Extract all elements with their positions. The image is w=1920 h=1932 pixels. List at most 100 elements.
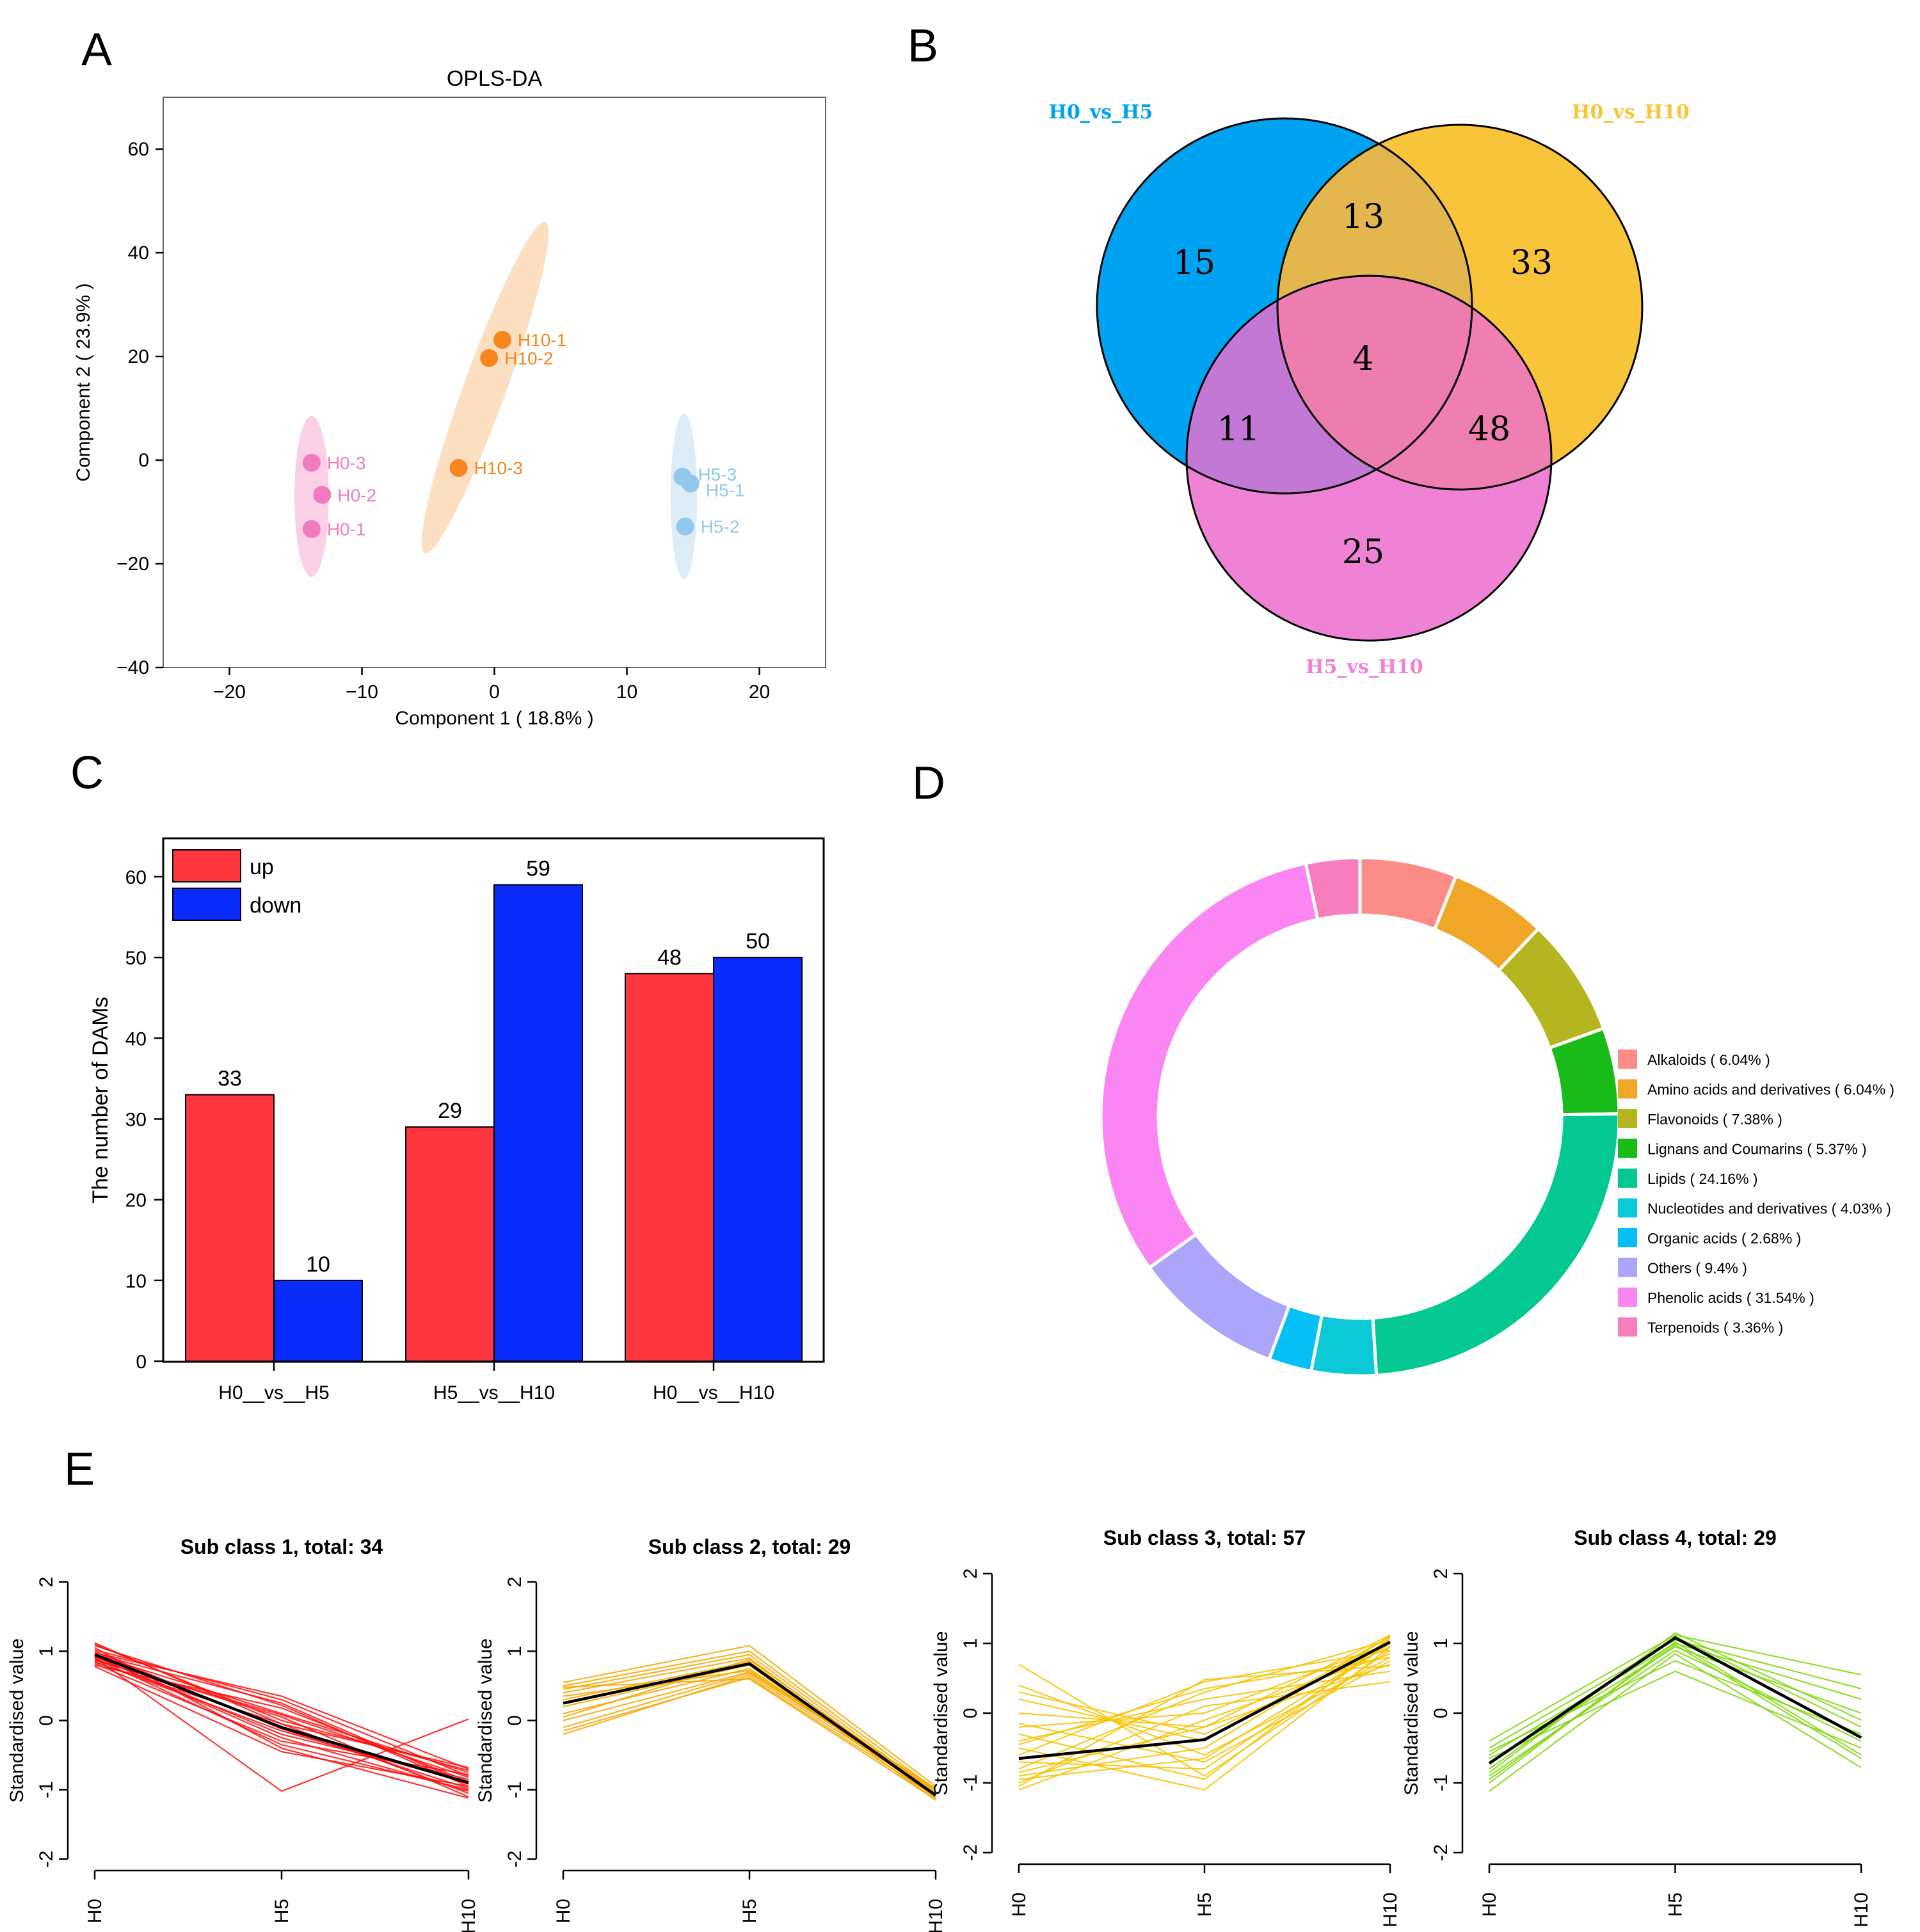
member-line [1489, 1643, 1862, 1780]
member-line [1018, 1639, 1391, 1770]
subplot-3: Sub class 3, total: 57 -2 -1 0 1 2 Standardise… [931, 1526, 1401, 1928]
x-tick-label: H0 [1479, 1892, 1500, 1917]
y-axis-label: Component 2 ( 23.9% ) [73, 283, 94, 481]
y-tick-label: -2 [960, 1844, 981, 1862]
sample-label: H0-3 [327, 453, 366, 473]
bar-value-label: 29 [438, 1099, 462, 1123]
plot-title: OPLS-DA [447, 67, 543, 91]
donut-slice [1371, 1112, 1621, 1377]
legend-label: Lipids ( 24.16% ) [1647, 1170, 1758, 1187]
confidence-ellipse-h10 [421, 221, 549, 554]
member-line [94, 1666, 469, 1787]
y-tick-label: 0 [36, 1715, 57, 1726]
sample-label: H5-1 [706, 480, 745, 500]
y-tick-label: 30 [125, 1110, 147, 1131]
venn-circle-outline [1276, 124, 1644, 491]
y-tick-label: −20 [116, 554, 149, 575]
y-tick-label: 1 [36, 1646, 57, 1657]
y-tick-label: 20 [128, 346, 149, 367]
sample-point [676, 517, 694, 536]
sample-point [480, 349, 499, 367]
x-tick-label: −20 [213, 682, 246, 703]
y-tick-label: -2 [504, 1851, 525, 1868]
venn-set-label: H5_vs_H10 [1306, 656, 1423, 678]
x-tick-label: 0 [489, 682, 500, 703]
member-line [1489, 1646, 1862, 1763]
sample-point [493, 331, 511, 349]
x-tick-label: H0 [1009, 1892, 1030, 1917]
confidence-ellipse-h0 [294, 416, 329, 577]
legend-label: Flavonoids ( 7.38% ) [1647, 1111, 1782, 1128]
bar-up [185, 1094, 275, 1362]
legend-swatch-down [172, 888, 241, 921]
y-tick-label: 2 [504, 1577, 525, 1588]
confidence-ellipse-h5 [670, 413, 698, 580]
legend-label: Amino acids and derivatives ( 6.04% ) [1647, 1082, 1894, 1098]
venn-region-count: 15 [1173, 244, 1215, 282]
x-tick-label: H0__vs__H10 [653, 1382, 774, 1403]
legend-swatch [1618, 1198, 1637, 1218]
y-tick-label: 2 [960, 1569, 981, 1579]
member-line [94, 1652, 469, 1770]
y-tick-label: -1 [504, 1781, 525, 1798]
bar-value-label: 59 [526, 857, 550, 881]
member-line [1018, 1649, 1391, 1777]
member-line [563, 1645, 936, 1787]
bar-value-label: 33 [218, 1067, 242, 1091]
member-line [563, 1670, 936, 1789]
member-line [1489, 1639, 1862, 1749]
panel-letter-e: E [64, 1444, 95, 1495]
subplot-title: Sub class 2, total: 29 [648, 1535, 851, 1558]
member-line [1489, 1641, 1862, 1784]
sample-label: H5-2 [701, 517, 740, 537]
member-line [1018, 1649, 1391, 1756]
bar-value-label: 50 [746, 929, 770, 954]
legend-label: Terpenoids ( 3.36% ) [1647, 1320, 1783, 1336]
y-tick-label: −40 [116, 657, 149, 678]
x-tick-label: H5__vs__H10 [433, 1382, 555, 1403]
member-line [1489, 1649, 1862, 1777]
x-tick-label: H10 [1851, 1892, 1872, 1928]
legend-label: Alkaloids ( 6.04% ) [1647, 1051, 1770, 1068]
x-tick-label: H5 [1665, 1892, 1686, 1917]
legend-label: up [250, 855, 274, 879]
member-line [94, 1657, 469, 1792]
y-axis-label: Standardised value [931, 1631, 952, 1796]
bar-value-label: 48 [657, 945, 682, 970]
sample-label: H0-1 [327, 520, 366, 539]
subplot-title: Sub class 3, total: 57 [1103, 1526, 1306, 1549]
x-tick-label: H10 [925, 1899, 947, 1932]
y-tick-label: 0 [504, 1715, 525, 1726]
x-tick-label: H5 [271, 1899, 292, 1923]
y-tick-label: 0 [1430, 1708, 1452, 1719]
legend-label: down [250, 893, 301, 918]
y-tick-label: 0 [960, 1708, 981, 1719]
venn-region-count: 33 [1510, 244, 1553, 282]
bar-down [493, 884, 583, 1362]
member-line [563, 1659, 936, 1795]
member-line [563, 1678, 936, 1800]
member-line [1018, 1670, 1391, 1742]
mean-line [1018, 1640, 1391, 1760]
mean-line [563, 1662, 937, 1797]
sample-label: H10-1 [518, 330, 566, 350]
legend-label: Organic acids ( 2.68% ) [1647, 1230, 1801, 1247]
member-line [1018, 1634, 1391, 1773]
member-line [563, 1654, 936, 1794]
subplot-title: Sub class 4, total: 29 [1574, 1526, 1777, 1549]
member-line [1018, 1642, 1391, 1728]
x-tick-label: H0 [84, 1899, 106, 1923]
subplot-1: Sub class 1, total: 34 -2 -1 0 1 2 Standardise… [6, 1535, 479, 1932]
venn-region-count: 48 [1468, 410, 1510, 449]
legend-swatch-up [172, 849, 241, 882]
y-tick-label: 1 [960, 1638, 981, 1649]
legend-swatch [1618, 1288, 1637, 1307]
y-tick-label: -1 [36, 1781, 57, 1798]
subclass-line-charts: Sub class 1, total: 34 -2 -1 0 1 2 Standardise… [6, 1526, 1872, 1932]
y-tick-label: -2 [1430, 1844, 1452, 1862]
y-tick-label: 0 [138, 450, 149, 471]
sample-point [302, 454, 321, 472]
venn-circle-outline [1185, 275, 1553, 642]
y-tick-label: 2 [36, 1577, 57, 1588]
